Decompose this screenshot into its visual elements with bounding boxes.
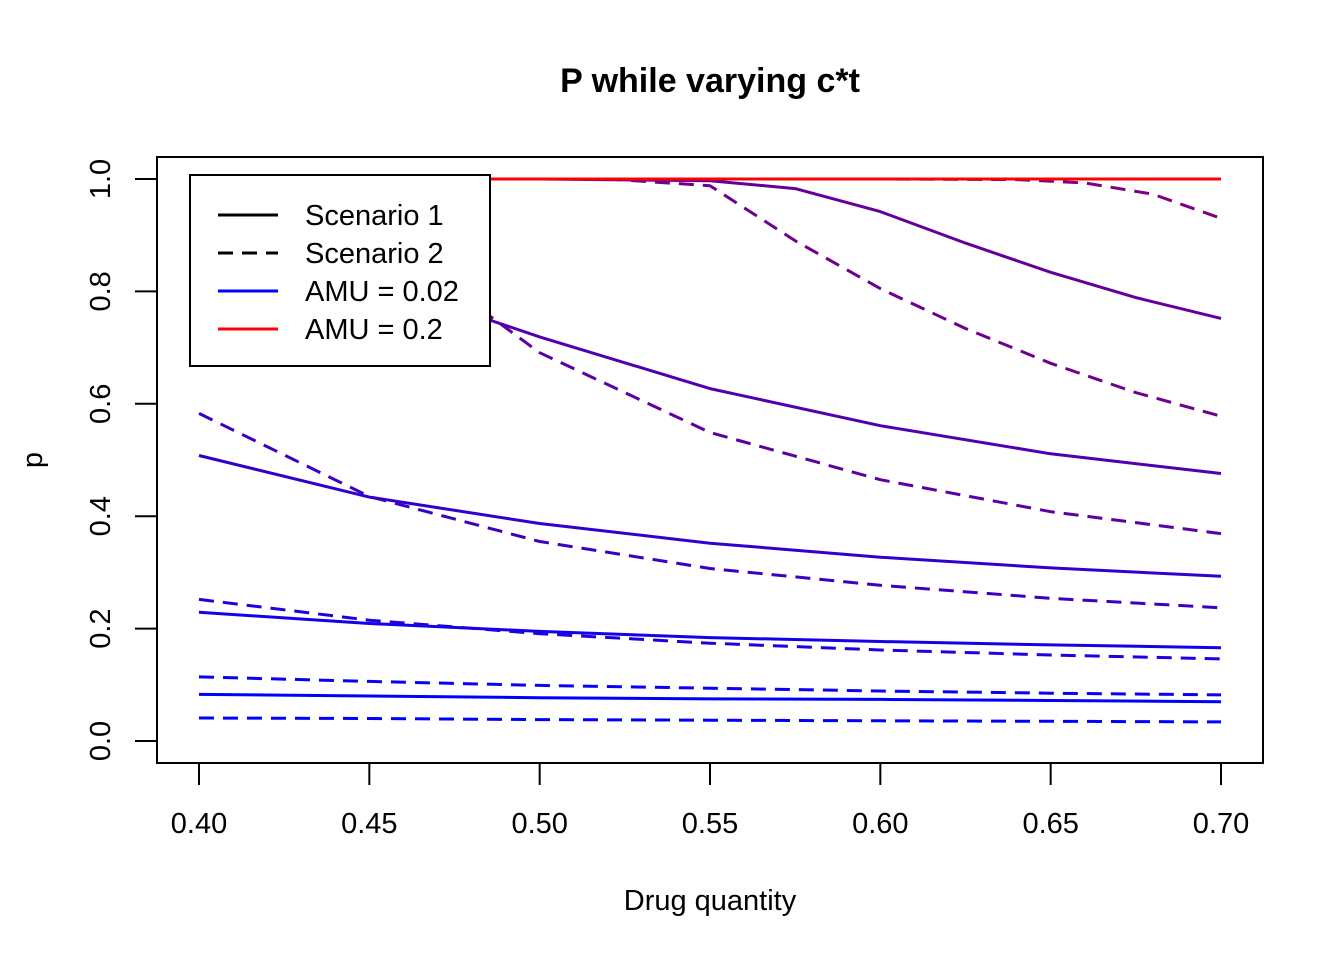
x-tick-label: 0.50 <box>511 808 567 840</box>
series-layer <box>198 177 1222 724</box>
y-axis: 0.0 0.2 0.4 0.6 0.8 1.0 <box>85 159 158 761</box>
y-tick-label: 1.0 <box>85 159 117 199</box>
x-axis: 0.40 0.45 0.50 0.55 0.60 0.65 0.70 <box>171 762 1249 840</box>
x-tick-label: 0.40 <box>171 808 227 840</box>
x-tick-label: 0.55 <box>682 808 738 840</box>
series-line-5 <box>198 597 1222 661</box>
y-tick-label: 0.4 <box>85 496 117 536</box>
legend-label: Scenario 1 <box>305 200 444 232</box>
y-tick-label: 0.0 <box>85 721 117 761</box>
y-axis-label: p <box>17 452 49 468</box>
x-tick-label: 0.70 <box>1193 808 1249 840</box>
legend-box <box>189 174 491 367</box>
series-line-7 <box>198 412 1222 610</box>
legend-label: AMU = 0.02 <box>305 276 459 308</box>
series-line-2 <box>198 716 1222 724</box>
legend-label: Scenario 2 <box>305 238 444 270</box>
x-tick-label: 0.45 <box>341 808 397 840</box>
x-axis-label: Drug quantity <box>624 885 797 917</box>
y-tick-label: 0.2 <box>85 608 117 648</box>
series-line-12 <box>199 177 1222 220</box>
legend: Scenario 1 Scenario 2 AMU = 0.02 AMU = 0.2 <box>189 174 491 367</box>
x-tick-label: 0.60 <box>852 808 908 840</box>
series-line-4 <box>198 610 1222 650</box>
chart-title: P while varying c*t <box>560 62 860 100</box>
series-line-6 <box>198 454 1222 578</box>
series-line-3 <box>198 675 1222 697</box>
y-tick-label: 0.8 <box>85 271 117 311</box>
series-line-11 <box>199 177 1222 418</box>
x-tick-label: 0.65 <box>1022 808 1078 840</box>
series-line-1 <box>198 692 1222 704</box>
y-tick-label: 0.6 <box>85 384 117 424</box>
legend-label: AMU = 0.2 <box>305 314 443 346</box>
